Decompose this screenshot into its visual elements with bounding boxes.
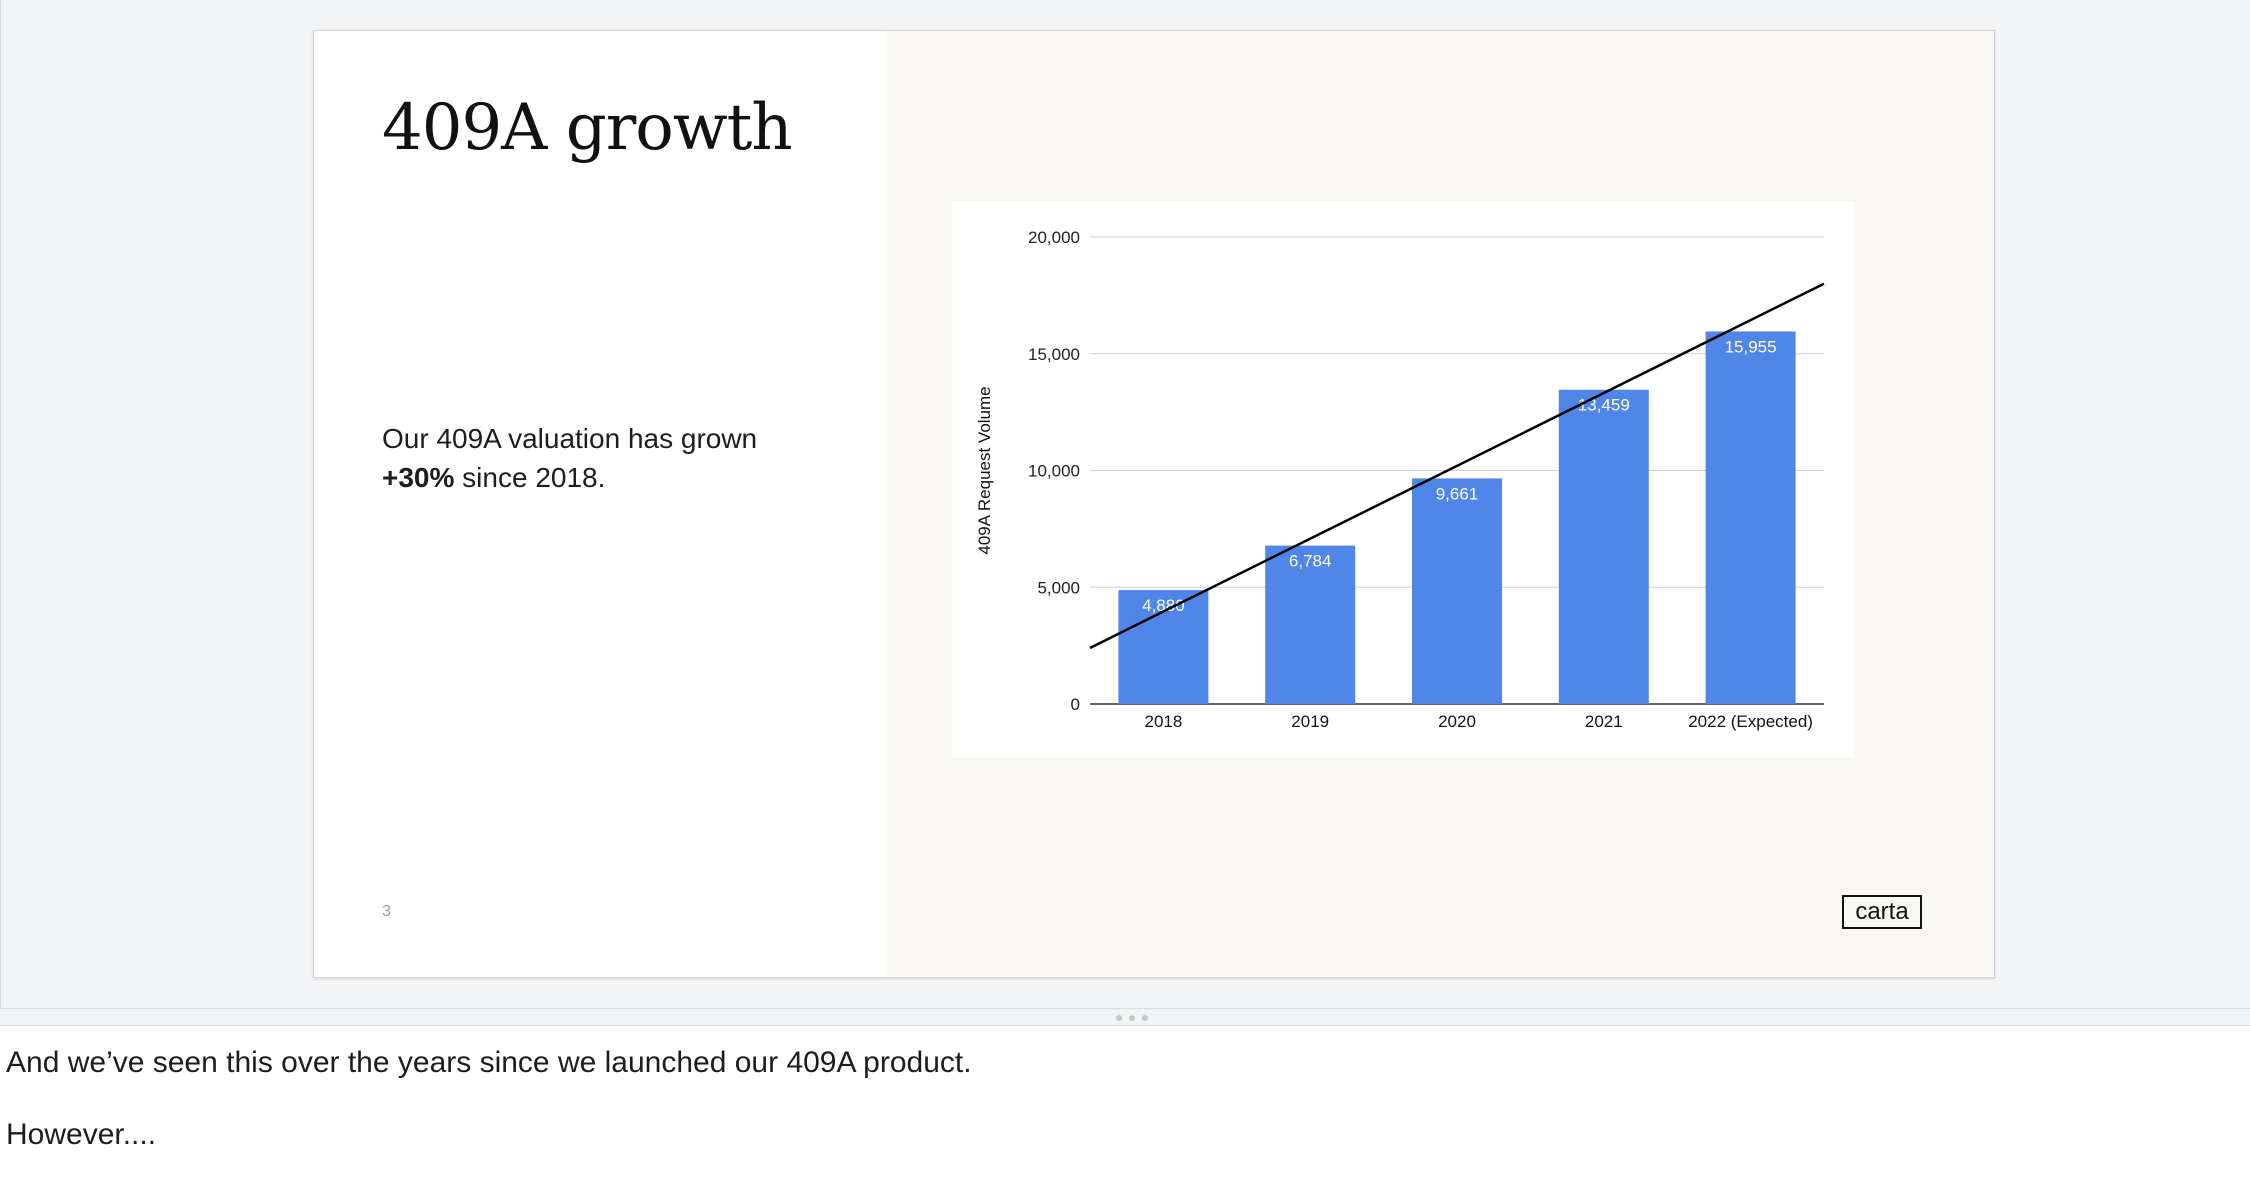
x-tick-label: 2018 — [1144, 712, 1182, 731]
slide-body-text[interactable]: Our 409A valuation has grown +30% since … — [382, 419, 842, 497]
y-tick-label: 15,000 — [1028, 345, 1080, 364]
bar-data-label: 9,661 — [1436, 484, 1479, 503]
slide-editor-area: 409A growth Our 409A valuation has grown… — [0, 0, 2250, 1008]
slide-title[interactable]: 409A growth — [382, 91, 793, 165]
carta-logo: carta — [1842, 895, 1922, 929]
grip-dots-icon — [1116, 1015, 1148, 1021]
notes-resize-handle[interactable] — [0, 1008, 2250, 1026]
y-tick-label: 5,000 — [1037, 578, 1080, 597]
slide-number: 3 — [382, 903, 391, 920]
notes-line-2: However.... — [6, 1118, 157, 1151]
x-tick-label: 2021 — [1585, 712, 1623, 731]
y-tick-label: 10,000 — [1028, 462, 1080, 481]
x-tick-label: 2020 — [1438, 712, 1476, 731]
trend-line — [1089, 282, 1825, 650]
bar-data-label: 15,955 — [1725, 337, 1777, 356]
speaker-notes[interactable]: And we’ve seen this over the years since… — [0, 1026, 2250, 1194]
body-line-1: Our 409A valuation has grown — [382, 423, 758, 454]
body-growth-figure: +30% — [382, 462, 455, 493]
bar — [1412, 478, 1502, 704]
x-tick-label: 2022 (Expected) — [1688, 712, 1813, 731]
bar-chart: 0 5,000 10,000 15,000 20,000 409A Request Vol… — [975, 228, 1825, 731]
y-tick-label: 0 — [1071, 695, 1080, 714]
bar-data-label: 4,880 — [1142, 596, 1185, 615]
chart-panel[interactable]: 0 5,000 10,000 15,000 20,000 409A Request Vol… — [952, 201, 1854, 757]
bar-data-label: 6,784 — [1289, 552, 1332, 571]
notes-line-1: And we’ve seen this over the years since… — [6, 1046, 972, 1079]
bar — [1705, 331, 1796, 704]
slide-left-panel: 409A growth Our 409A valuation has grown… — [314, 31, 886, 977]
bar-data-label: 13,459 — [1578, 396, 1630, 415]
slide-canvas[interactable]: 409A growth Our 409A valuation has grown… — [313, 30, 1995, 978]
body-line-2: since 2018. — [454, 462, 606, 493]
y-tick-label: 20,000 — [1028, 228, 1080, 247]
bar — [1118, 590, 1209, 704]
bar — [1265, 545, 1356, 704]
y-axis-title: 409A Request Volume — [975, 386, 994, 554]
x-tick-label: 2019 — [1291, 712, 1329, 731]
bar — [1558, 389, 1649, 704]
